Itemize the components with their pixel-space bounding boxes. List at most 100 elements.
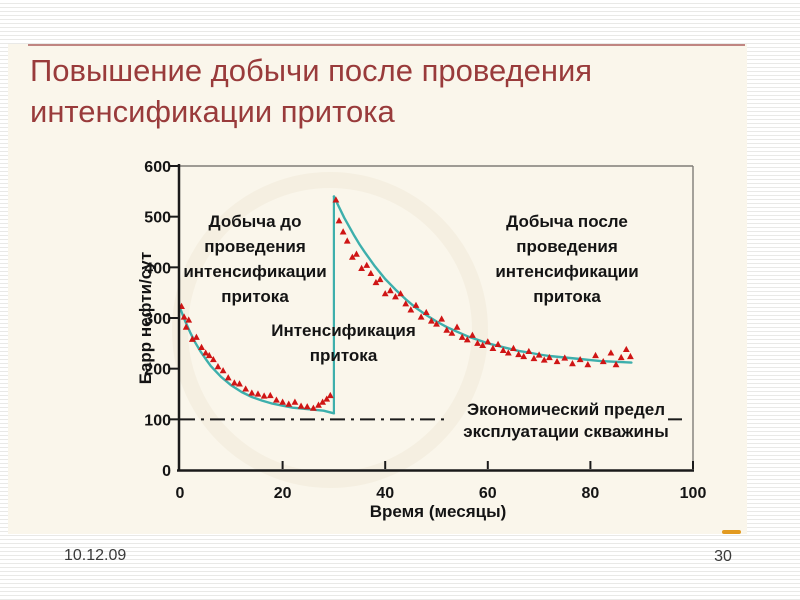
production-before-intensification-point (188, 335, 196, 342)
production-before-intensification-point (202, 349, 210, 356)
production-after-intensification-point (372, 278, 380, 286)
production-after-intensification-point (540, 356, 548, 363)
production-after-intensification-point (448, 329, 456, 336)
production-before-intensification-point (236, 380, 243, 387)
production-after-intensification-point (417, 313, 425, 320)
x-axis-title: Время (месяцы) (370, 502, 507, 521)
production-after-intensification-point (332, 196, 340, 203)
production-after-intensification-point (561, 354, 569, 361)
slide-title: Повышение добычи после проведения интенс… (30, 53, 593, 129)
production-after-intensification-point (381, 290, 389, 297)
production-after-intensification-point (553, 357, 561, 365)
production-after-intensification-point (363, 261, 371, 268)
production-after-intensification-point (484, 338, 492, 345)
production-after-intensification-point (392, 293, 399, 300)
y-tick-label: 300 (144, 311, 171, 328)
production-after-intensification-point (535, 351, 543, 358)
x-tick-label: 100 (680, 485, 707, 502)
production-before-intensification-point (185, 316, 193, 323)
production-after-intensification-point (427, 317, 435, 324)
production-before-intensification-point (242, 385, 250, 392)
production-before-intensification-point (297, 402, 305, 409)
production-before-intensification-point (214, 363, 222, 370)
production-before-intensification-point (285, 400, 293, 407)
production-after-intensification-point (599, 357, 607, 365)
production-after-intensification-point (433, 320, 440, 327)
production-before-intensification-point (319, 398, 327, 405)
production-after-intensification-point (622, 345, 630, 353)
production-after-intensification-point (343, 237, 351, 244)
y-tick-label: 100 (144, 412, 171, 429)
production-before-intensification-point (260, 392, 268, 399)
production-after-intensification-point (520, 352, 528, 360)
production-after-intensification-point (545, 353, 553, 361)
y-tick-label: 500 (144, 210, 171, 227)
y-tick-label: 0 (162, 463, 171, 480)
production-after-intensification-point (617, 353, 625, 361)
production-before-intensification-point (180, 313, 188, 320)
production-after-intensification-point (607, 349, 615, 356)
production-before-intensification-point (279, 398, 286, 405)
production-after-intensification-point (367, 269, 375, 277)
label-production-after: Добыча после проведения интенсификации п… (495, 212, 639, 306)
x-tick-label: 60 (479, 485, 497, 502)
production-after-intensification-point (358, 264, 366, 271)
footer-date: 10.12.09 (64, 547, 127, 564)
production-after-intensification-point (515, 350, 522, 358)
production-before-intensification-point (323, 395, 331, 402)
production-before-intensification-point (254, 390, 262, 397)
label-economic-limit: Экономический предел эксплуатации скважи… (463, 400, 669, 441)
production-before-intensification-point (205, 351, 213, 359)
production-after-intensification-point (569, 360, 576, 367)
production-after-intensification-point (504, 349, 512, 356)
production-before-intensification-point (219, 367, 227, 374)
production-after-intensification-point (494, 340, 502, 347)
production-before-intensification-point (291, 398, 299, 405)
y-axis-title: Барр нефти/сут (136, 252, 155, 384)
production-before-intensification-point (309, 404, 317, 411)
production-after-intensification-point (489, 344, 497, 351)
production-before-intensification-point (209, 355, 217, 363)
slide-top-rule (28, 44, 745, 46)
production-before-intensification-point (315, 401, 322, 408)
production-after-intensification-point (422, 308, 430, 316)
production-after-intensification-point (348, 253, 356, 260)
y-tick-label: 600 (144, 159, 171, 176)
y-tick-label: 200 (144, 362, 171, 379)
production-after-intensification-point (525, 347, 533, 355)
production-before-intensification-point (230, 379, 238, 386)
production-after-intensification-point (353, 250, 360, 257)
production-after-intensification-point (386, 287, 394, 294)
production-after-intensification-point (453, 323, 461, 330)
production-before-intensification-point (198, 343, 205, 350)
production-after-intensification-point (458, 333, 466, 340)
production-before-intensification-point (182, 323, 190, 330)
production-after-intensification-point (584, 361, 592, 368)
x-tick-label: 40 (376, 485, 394, 502)
page-number: 30 (714, 548, 732, 565)
production-after-intensification-point (463, 336, 471, 343)
orange-marker (722, 530, 741, 534)
production-before-intensification-point (326, 391, 334, 399)
production-before-intensification-point (303, 403, 311, 410)
production-after-intensification-point (474, 339, 481, 346)
label-intensification: Интенсификация притока (271, 321, 416, 365)
production-after-intensification-point (469, 331, 476, 338)
production-before-intensification-point (266, 391, 274, 399)
production-before-intensification-point (248, 389, 256, 396)
production-after-intensification-point (443, 326, 451, 333)
y-tick-label: 400 (144, 260, 171, 277)
production-after-intensification-point (438, 315, 446, 322)
x-tick-label: 20 (274, 485, 292, 502)
production-after-intensification-point (402, 300, 410, 307)
production-after-intensification-point (530, 354, 538, 362)
x-tick-label: 0 (176, 485, 185, 502)
x-tick-label: 80 (582, 485, 600, 502)
production-after-intensification-point (339, 228, 347, 235)
slide: Повышение добычи после проведения интенс… (8, 44, 747, 534)
production-after-intensification-point (407, 306, 415, 313)
production-after-intensification-point (627, 352, 634, 360)
production-after-intensification-point (499, 346, 507, 354)
production-after-intensification-point (479, 341, 487, 348)
